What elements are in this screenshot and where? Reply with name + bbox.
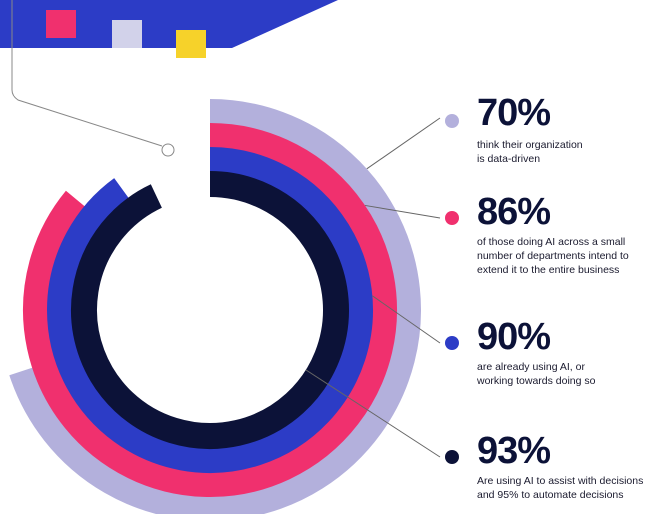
stat-2-marker	[445, 211, 459, 225]
stat-4-value: 93%	[477, 430, 551, 472]
ring-1	[9, 99, 421, 514]
connector-1	[366, 117, 441, 170]
connector-2	[364, 204, 441, 219]
header-banner	[0, 0, 338, 48]
stat-3-marker	[445, 336, 459, 350]
stat-2-description: of those doing AI across a small number …	[477, 236, 629, 276]
stat-1-value: 70%	[477, 92, 551, 134]
header-connector-line	[11, 0, 163, 147]
stat-4-marker	[445, 450, 459, 464]
connector-lines	[305, 117, 441, 458]
ring-2	[23, 123, 397, 497]
ring-4	[71, 171, 349, 449]
connector-3	[372, 295, 441, 344]
ring-3	[47, 147, 373, 473]
stat-2-value: 86%	[477, 191, 551, 233]
stat-1-marker	[445, 114, 459, 128]
cube-2	[112, 20, 142, 48]
stat-1-description: think their organization is data-driven	[477, 139, 583, 165]
stat-3-description: are already using AI, or working towards…	[477, 361, 596, 387]
connector-knob	[161, 143, 175, 157]
header-decoration	[0, 0, 338, 157]
stat-4-description: Are using AI to assist with decisions an…	[477, 475, 644, 501]
stat-3-value: 90%	[477, 316, 551, 358]
connector-4	[305, 369, 441, 458]
radial-rings	[9, 99, 421, 514]
cube-1	[46, 10, 76, 38]
cube-3	[176, 30, 206, 58]
